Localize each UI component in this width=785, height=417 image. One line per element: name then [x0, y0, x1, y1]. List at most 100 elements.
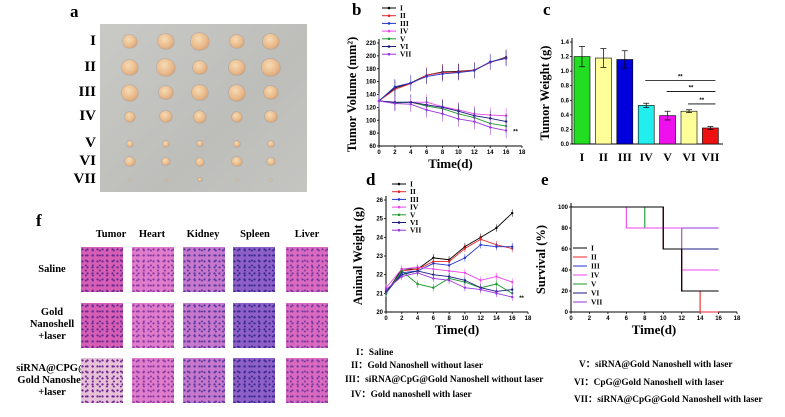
row-label-III: III	[78, 84, 96, 100]
histology-image-tumor	[81, 247, 123, 292]
y-tick-label: 200	[366, 54, 377, 60]
x-tick-label: 12	[477, 316, 484, 322]
row-label-I: I	[90, 33, 96, 49]
tumor-sample	[191, 33, 209, 51]
bar-VII	[702, 127, 719, 145]
significance-label: **	[689, 86, 694, 92]
panel-label-f: f	[36, 211, 42, 230]
data-point-V	[432, 286, 435, 289]
data-point-III	[489, 60, 492, 63]
panel-label-e: e	[541, 170, 549, 189]
x-tick-label: 0	[569, 316, 573, 322]
data-point-III	[495, 245, 498, 248]
x-tick-label: 16	[715, 316, 722, 322]
x-tick-label: 6	[432, 316, 436, 322]
data-point-V	[400, 269, 403, 273]
y-tick-label: 26	[376, 198, 383, 204]
data-point-I	[511, 211, 514, 215]
x-axis-label: Time(d)	[428, 156, 473, 171]
row-label-V: V	[85, 135, 96, 151]
y-tick-label: 100	[366, 118, 377, 124]
data-point-III	[457, 71, 460, 74]
x-tick-label: III	[618, 150, 632, 164]
x-tick-label: 16	[503, 150, 510, 156]
tumor-sample	[228, 84, 246, 101]
legend-marker-VII	[397, 228, 401, 232]
data-point-III	[463, 256, 467, 260]
x-tick-label: IV	[640, 150, 654, 164]
legend-label-VI: VI	[410, 218, 418, 227]
y-tick-label: 60	[369, 144, 376, 150]
data-point-VII	[393, 102, 397, 105]
data-point-II	[479, 238, 482, 241]
legend-label-VII: VII	[410, 226, 421, 235]
y-tick-label: 140	[366, 93, 377, 99]
tumor-sample	[264, 86, 278, 100]
y-tick-label: 220	[366, 41, 377, 47]
y-tick-label: 0.8	[561, 84, 570, 90]
data-point-I	[495, 226, 498, 230]
x-tick-label: I	[580, 150, 585, 164]
survival-curve-I	[571, 206, 719, 292]
data-point-I	[432, 256, 435, 260]
tumor-sample	[229, 34, 245, 49]
x-tick-label: VII	[701, 150, 719, 164]
bar-IV	[637, 105, 655, 145]
tumor-sample	[127, 141, 133, 147]
data-point-VII	[432, 277, 435, 280]
tumor-sample	[121, 84, 139, 101]
tumor-sample	[157, 33, 175, 50]
legend-label-I: I	[400, 4, 403, 13]
x-tick-label: 10	[462, 316, 469, 322]
tumor-sample	[128, 178, 132, 182]
bar-I	[573, 56, 591, 145]
data-point-IV	[463, 271, 467, 274]
y-tick-label: 120	[366, 105, 377, 111]
legend-label-V: V	[410, 210, 416, 219]
panel-label-a: a	[70, 2, 79, 21]
y-tick-label: 0.0	[561, 142, 570, 148]
tumor-sample	[162, 158, 170, 166]
histology-image-liver	[286, 303, 328, 348]
data-point-VII	[400, 275, 403, 278]
x-tick-label: VI	[682, 150, 696, 164]
group-legend-VI: VI：CpG@Gold Nanoshell with laser	[574, 378, 724, 388]
y-tick-label: 22	[376, 273, 383, 279]
y-tick-label: 80	[561, 226, 568, 232]
panel-label-b: b	[352, 0, 362, 19]
legend-marker-III	[387, 22, 391, 25]
legend-marker-II	[397, 190, 401, 193]
x-tick-label: 4	[416, 316, 420, 322]
tumor-sample	[198, 178, 202, 182]
row-label-line: Saline	[38, 264, 66, 275]
data-point-VII	[409, 102, 412, 106]
y-tick-label: 180	[366, 67, 377, 73]
legend-label-II: II	[400, 11, 406, 20]
x-tick-label: 6	[425, 150, 429, 156]
legend-label-VII: VII	[591, 298, 602, 307]
row-label-treatment: Saline	[12, 264, 92, 276]
data-point-IV	[479, 279, 482, 282]
data-point-VI	[463, 279, 467, 282]
data-point-III	[425, 75, 428, 78]
data-point-VII	[511, 295, 514, 299]
x-tick-label: 0	[377, 150, 381, 156]
histology-image-kidney	[183, 247, 225, 292]
x-axis-label: Time(d)	[435, 322, 480, 337]
bar-III	[616, 59, 634, 145]
data-point-IV	[432, 267, 435, 271]
y-axis-label: Tumor Volume (mm²)	[345, 37, 359, 153]
x-tick-label: 14	[493, 316, 500, 322]
data-point-II	[447, 260, 451, 263]
data-point-VII	[457, 117, 460, 121]
data-point-VII	[441, 112, 444, 116]
row-label-IV: IV	[79, 108, 96, 124]
row-label-line: +laser	[38, 387, 66, 398]
tumor-sample	[228, 59, 246, 76]
tumor-sample	[265, 111, 277, 123]
legend-label-III: III	[400, 19, 409, 28]
row-label-VII: VII	[73, 171, 96, 187]
x-tick-label: 2	[393, 150, 397, 156]
legend-marker-V	[397, 213, 401, 217]
x-tick-label: 8	[447, 316, 451, 322]
